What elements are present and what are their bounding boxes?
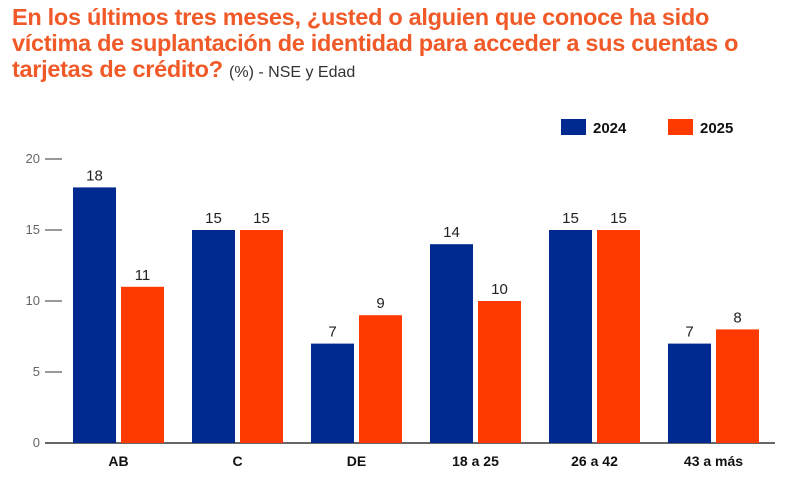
chart-subtitle: (%) - NSE y Edad (229, 64, 356, 81)
bar-2024-26-a-42 (549, 230, 592, 443)
data-label: 10 (491, 281, 508, 298)
bar-2025-C (240, 230, 283, 443)
x-tick-label: AB (108, 453, 128, 469)
bar-2025-43-a-más (716, 329, 759, 443)
data-label: 9 (376, 295, 384, 312)
title-text: En los últimos tres meses, ¿usted o algu… (12, 4, 739, 82)
y-tick-label: 15 (26, 222, 40, 237)
x-tick-label: DE (347, 453, 366, 469)
bar-2025-DE (359, 315, 402, 443)
y-tick-label: 20 (26, 151, 40, 166)
data-label: 8 (733, 309, 741, 326)
bar-2024-DE (311, 343, 354, 443)
x-tick-label: 26 a 42 (571, 453, 618, 469)
legend-swatch-2024 (561, 119, 586, 135)
data-label: 15 (610, 210, 627, 227)
legend-swatch-2025 (668, 119, 693, 135)
x-tick-label: 18 a 25 (452, 453, 499, 469)
data-label: 18 (86, 167, 103, 184)
bar-2025-26-a-42 (597, 230, 640, 443)
legend-label: 2025 (700, 120, 733, 137)
bar-2024-43-a-más (668, 343, 711, 443)
data-label: 14 (443, 224, 460, 241)
bar-2024-AB (73, 187, 116, 443)
data-label: 15 (253, 210, 270, 227)
bar-2024-C (192, 230, 235, 443)
data-label: 7 (328, 324, 336, 341)
data-label: 11 (135, 267, 151, 284)
data-label: 15 (205, 210, 222, 227)
chart-title: En los últimos tres meses, ¿usted o algu… (12, 4, 782, 86)
y-tick-label: 5 (33, 364, 40, 379)
legend-label: 2024 (593, 120, 627, 137)
bar-2025-18-a-25 (478, 301, 521, 443)
data-label: 7 (685, 324, 693, 341)
bar-2025-AB (121, 286, 164, 443)
y-tick-label: 0 (33, 435, 40, 450)
y-tick-label: 10 (26, 293, 40, 308)
bar-2024-18-a-25 (430, 244, 473, 443)
x-tick-label: 43 a más (684, 453, 743, 469)
data-label: 15 (562, 210, 579, 227)
x-tick-label: C (232, 453, 242, 469)
